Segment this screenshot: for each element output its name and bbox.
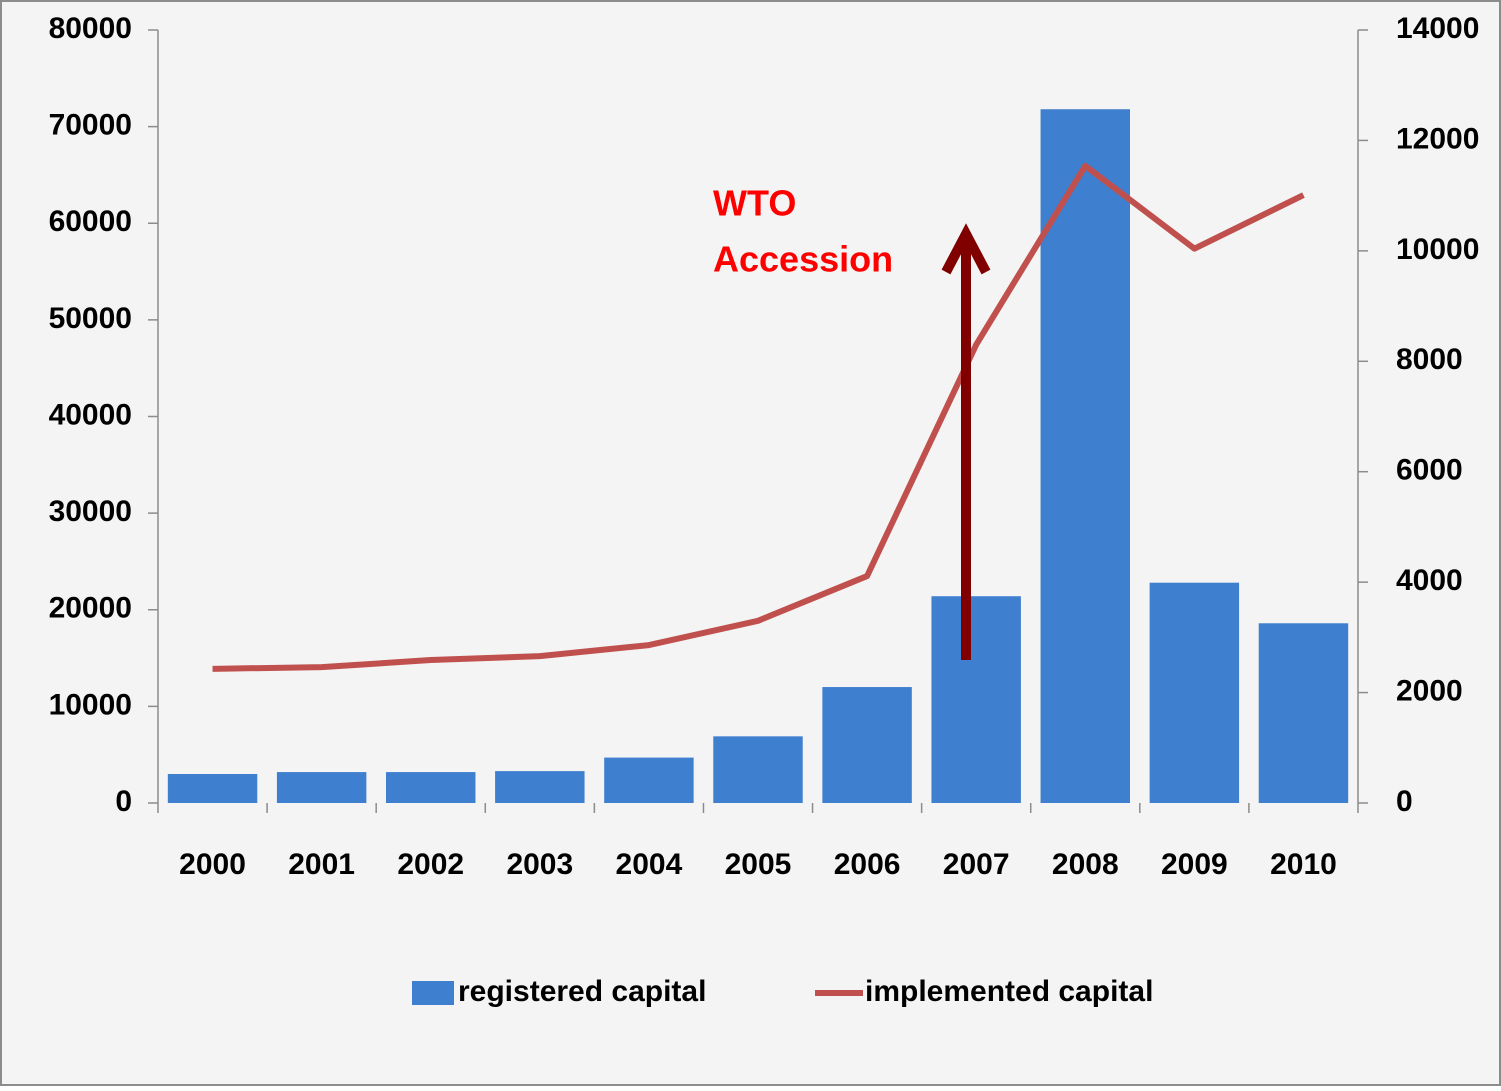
legend-label: registered capital <box>458 975 706 1008</box>
x-tick-label: 2007 <box>943 848 1010 881</box>
legend-label: implemented capital <box>865 975 1153 1008</box>
bar <box>931 596 1021 803</box>
y2-tick-label: 8000 <box>1396 343 1463 376</box>
y-tick-label: 30000 <box>49 495 132 528</box>
bar <box>713 736 803 803</box>
bar <box>1040 109 1130 804</box>
x-tick-label: 2004 <box>616 848 683 881</box>
x-tick-label: 2010 <box>1270 848 1337 881</box>
x-tick-label: 2006 <box>834 848 901 881</box>
y2-tick-label: 2000 <box>1396 674 1463 707</box>
y-tick-label: 80000 <box>49 12 132 45</box>
annotation-text: WTO <box>713 183 796 224</box>
bar <box>386 772 476 803</box>
x-tick-label: 2003 <box>506 848 573 881</box>
y2-tick-label: 6000 <box>1396 454 1463 487</box>
x-tick-label: 2000 <box>179 848 246 881</box>
y2-tick-label: 12000 <box>1396 122 1479 155</box>
x-tick-label: 2001 <box>288 848 355 881</box>
y-tick-label: 0 <box>115 785 132 818</box>
x-tick-label: 2005 <box>725 848 792 881</box>
line <box>212 162 1305 672</box>
bar <box>167 774 258 803</box>
y-tick-label: 20000 <box>49 592 132 625</box>
legend-swatch <box>412 981 454 1005</box>
bar <box>822 687 912 803</box>
y2-tick-label: 14000 <box>1396 12 1479 45</box>
y-tick-label: 60000 <box>49 205 132 238</box>
annotation: WTO Accession <box>713 183 893 280</box>
bar <box>1258 623 1349 803</box>
annotation-text: Accession <box>713 239 893 280</box>
y2-tick-label: 4000 <box>1396 564 1463 597</box>
y-tick-label: 10000 <box>49 688 132 721</box>
x-tick-label: 2008 <box>1052 848 1119 881</box>
bar <box>1149 582 1240 803</box>
y-tick-label: 40000 <box>49 398 132 431</box>
bar <box>495 771 585 803</box>
y2-tick-label: 0 <box>1396 785 1413 818</box>
x-tick-label: 2002 <box>397 848 464 881</box>
y-tick-label: 70000 <box>49 109 132 142</box>
bar <box>604 757 694 803</box>
bar <box>276 772 367 803</box>
annotation-arrowhead <box>941 223 991 275</box>
x-tick-label: 2009 <box>1161 848 1228 881</box>
y2-tick-label: 10000 <box>1396 233 1479 266</box>
y-tick-label: 50000 <box>49 302 132 335</box>
